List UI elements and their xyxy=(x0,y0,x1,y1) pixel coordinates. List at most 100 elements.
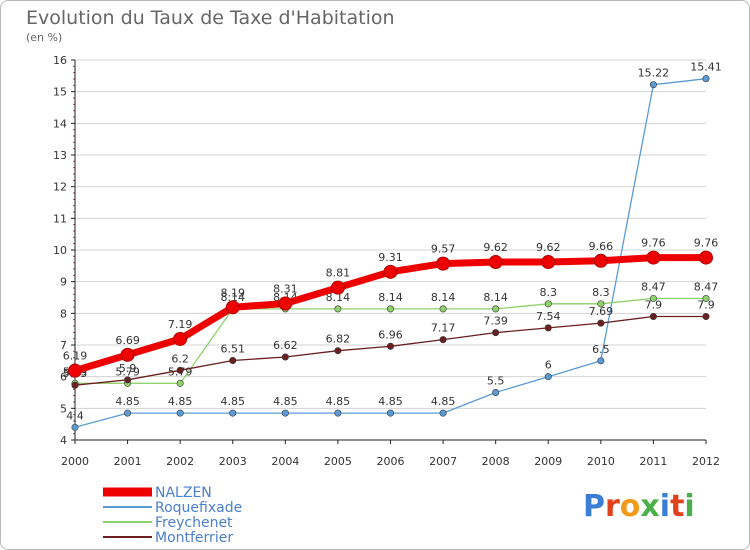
legend-label-freychenet: Freychenet xyxy=(155,515,233,531)
data-point xyxy=(383,264,398,279)
data-label: 8.19 xyxy=(221,286,246,299)
data-point xyxy=(541,255,556,270)
data-label: 6.51 xyxy=(221,343,246,356)
logo-letter: r xyxy=(605,489,620,524)
logo-letter: t xyxy=(670,489,684,524)
data-label: 8.14 xyxy=(431,291,456,304)
x-tick-label: 2010 xyxy=(587,455,615,468)
data-point xyxy=(281,353,289,361)
data-label: 8.47 xyxy=(694,280,719,293)
data-point xyxy=(386,305,394,313)
data-point xyxy=(492,329,500,337)
data-point xyxy=(702,312,710,320)
data-point xyxy=(699,250,713,265)
logo-letter: i xyxy=(660,489,670,524)
data-point xyxy=(176,409,184,417)
data-label: 4.85 xyxy=(378,395,403,408)
data-label: 6.69 xyxy=(115,334,140,347)
legend-label-roquefixade: Roquefixade xyxy=(155,500,242,516)
data-label: 7.9 xyxy=(645,299,663,312)
data-point xyxy=(649,294,657,302)
logo-text: Proxiti xyxy=(583,489,695,524)
data-label: 4.4 xyxy=(66,409,84,422)
x-tick-label: 2005 xyxy=(324,455,352,468)
data-label: 15.41 xyxy=(690,61,722,74)
logo-letter: x xyxy=(640,489,659,524)
data-point xyxy=(597,319,605,327)
data-label: 8.31 xyxy=(273,283,298,296)
data-point xyxy=(71,423,79,431)
y-tick-label: 11 xyxy=(53,212,67,225)
data-point xyxy=(646,250,661,265)
x-tick-label: 2002 xyxy=(166,455,194,468)
data-label: 9.76 xyxy=(694,237,719,250)
data-label: 9.76 xyxy=(641,237,666,250)
data-point xyxy=(488,255,503,270)
data-label: 4.85 xyxy=(168,395,193,408)
data-point xyxy=(386,342,394,350)
data-label: 8.14 xyxy=(326,291,351,304)
data-label: 8.14 xyxy=(378,291,403,304)
data-point xyxy=(702,75,710,83)
x-tick-label: 2003 xyxy=(219,455,247,468)
data-label: 4.85 xyxy=(273,395,298,408)
data-point xyxy=(334,305,342,313)
data-label: 9.62 xyxy=(483,241,508,254)
y-tick-label: 15 xyxy=(53,86,67,99)
data-point xyxy=(68,363,82,378)
data-label: 8.3 xyxy=(592,286,610,299)
x-tick-label: 2012 xyxy=(692,455,720,468)
x-tick-label: 2001 xyxy=(114,455,142,468)
chart-title: Evolution du Taux de Taxe d'Habitation xyxy=(26,7,395,29)
logo-letter: i xyxy=(684,489,694,524)
data-point xyxy=(124,376,132,384)
data-point xyxy=(176,379,184,387)
data-label: 5.79 xyxy=(115,365,140,378)
data-point xyxy=(225,300,240,315)
data-point xyxy=(593,253,608,268)
data-point xyxy=(597,357,605,365)
data-point xyxy=(439,409,447,417)
data-label: 5.9 xyxy=(119,362,137,375)
series-roquefixade: 4.44.85 4.85 4.85 4.85 4.85 4.85 4.855.566.515… xyxy=(66,61,722,431)
data-point xyxy=(278,296,293,311)
data-label: 6.19 xyxy=(63,350,88,363)
data-label: 8.3 xyxy=(540,286,558,299)
grid xyxy=(75,59,706,409)
data-point xyxy=(386,409,394,417)
data-label: 7.54 xyxy=(536,310,561,323)
data-point xyxy=(597,300,605,308)
data-point xyxy=(544,373,552,381)
data-point xyxy=(124,409,132,417)
y-tick-label: 10 xyxy=(53,244,67,257)
data-label: 5.5 xyxy=(487,375,505,388)
data-point xyxy=(176,366,184,374)
data-point xyxy=(120,347,135,362)
data-label: 6.82 xyxy=(326,333,351,346)
x-tick-label: 2006 xyxy=(377,455,405,468)
data-label: 8.14 xyxy=(221,291,246,304)
data-point xyxy=(330,280,345,295)
data-label: 6 xyxy=(545,359,552,372)
data-point xyxy=(334,409,342,417)
data-point xyxy=(334,347,342,355)
data-label: 6.5 xyxy=(592,343,610,356)
data-label: 4.85 xyxy=(221,395,246,408)
data-label: 7.69 xyxy=(589,305,614,318)
data-label: 8.81 xyxy=(326,267,351,280)
data-point xyxy=(544,300,552,308)
data-label: 9.31 xyxy=(378,251,403,264)
data-point xyxy=(281,409,289,417)
series-layer: 4.44.85 4.85 4.85 4.85 4.85 4.85 4.855.566.515… xyxy=(63,61,722,431)
y-tick-label: 9 xyxy=(60,276,67,289)
y-tick-label: 4 xyxy=(60,434,67,447)
data-label: 6.62 xyxy=(273,339,298,352)
data-label: 4.85 xyxy=(431,395,456,408)
data-point xyxy=(702,294,710,302)
data-point xyxy=(492,388,500,396)
y-tick-label: 6 xyxy=(60,371,67,384)
series-montferrier: 5.735.96.26.516.626.826.967.177.397.547.… xyxy=(63,299,715,389)
data-label: 7.19 xyxy=(168,318,193,331)
data-point xyxy=(492,305,500,313)
